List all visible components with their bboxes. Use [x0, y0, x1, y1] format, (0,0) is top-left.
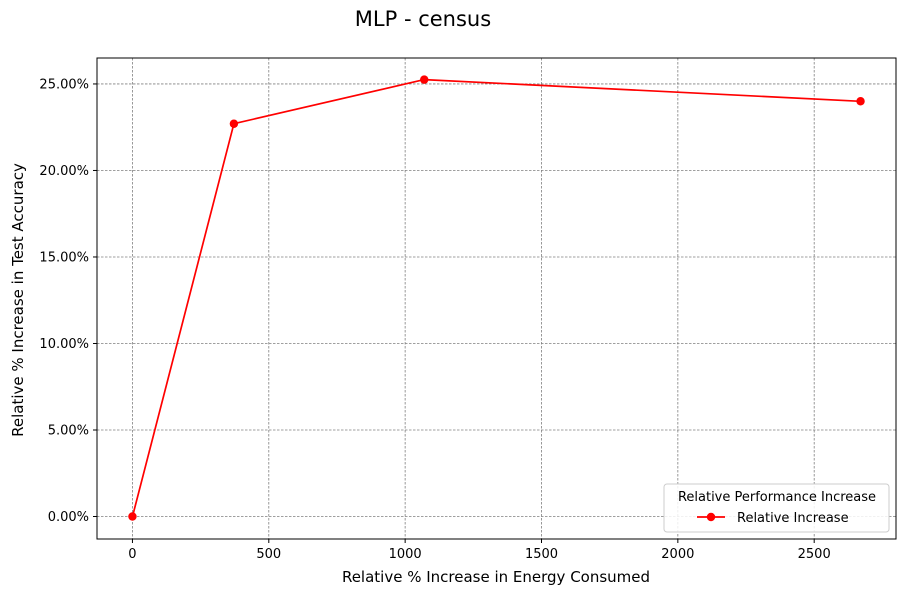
x-tick-label: 1000 [389, 547, 422, 562]
data-point [128, 512, 137, 521]
series-line [131, 78, 861, 517]
x-axis: 0 500 1000 1500 2000 2500 [128, 539, 831, 562]
y-tick-label: 25.00% [39, 77, 89, 92]
x-tick-label: 1500 [525, 547, 558, 562]
y-tick-label: 10.00% [39, 337, 89, 352]
y-axis: 0.00% 5.00% 10.00% 15.00% 20.00% 25.00% [39, 77, 97, 525]
grid [97, 58, 896, 539]
legend: Relative Performance Increase Relative I… [663, 483, 890, 533]
x-tick-label: 0 [128, 547, 136, 562]
legend-entry-label: Relative Increase [737, 511, 849, 526]
y-axis-label: Relative % Increase in Test Accuracy [9, 163, 27, 437]
y-tick-label: 15.00% [39, 250, 89, 265]
y-tick-label: 20.00% [39, 164, 89, 179]
legend-title: Relative Performance Increase [678, 490, 876, 505]
series-layer [128, 75, 865, 521]
data-point [229, 119, 239, 128]
legend-marker-swatch [706, 512, 716, 522]
chart-title: MLP - census [355, 7, 491, 31]
x-tick-label: 2000 [661, 547, 694, 562]
x-tick-label: 500 [256, 547, 281, 562]
plot-area-frame [96, 57, 897, 540]
data-point [856, 97, 865, 106]
x-axis-label: Relative % Increase in Energy Consumed [342, 568, 650, 586]
legend-box [663, 483, 890, 533]
y-tick-label: 5.00% [48, 423, 89, 438]
data-point [420, 75, 429, 84]
x-tick-label: 2500 [798, 547, 831, 562]
y-tick-label: 0.00% [48, 510, 89, 525]
